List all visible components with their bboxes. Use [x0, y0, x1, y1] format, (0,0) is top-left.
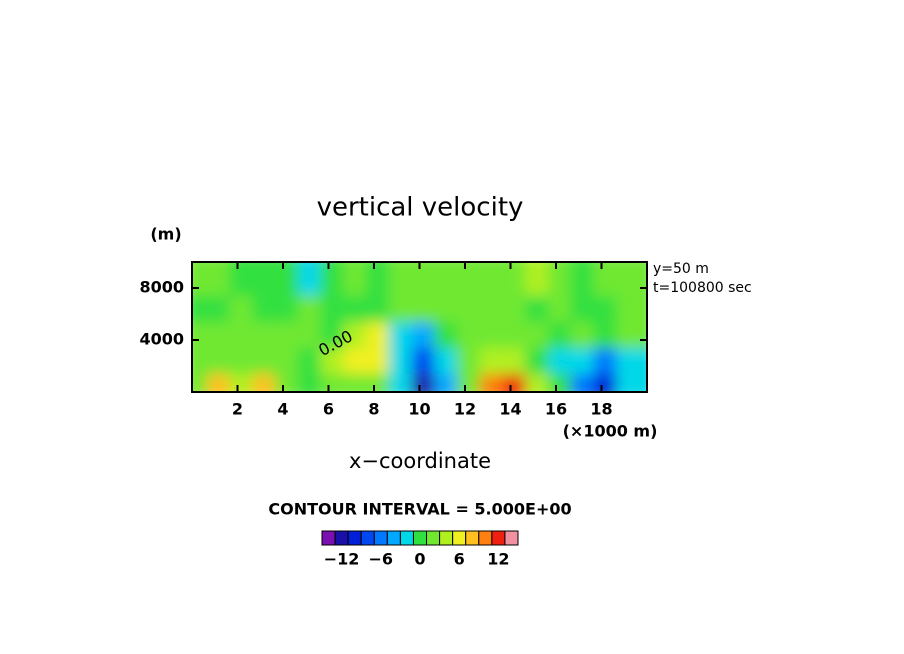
colorbar-box — [465, 530, 480, 546]
info-text: t=100800 sec — [653, 280, 752, 296]
colorbar-box — [373, 530, 388, 546]
colorbar-box — [334, 530, 349, 546]
colorbar-box — [386, 530, 401, 546]
x-tick-label: 16 — [545, 400, 567, 419]
x-tick-label: 4 — [277, 400, 288, 419]
colorbar-box — [347, 530, 362, 546]
colorbar-box — [491, 530, 506, 546]
axes: 2 4 6 8 10 12 14 16 18 4000 8000 −12 −6 0 6 12 — [139, 262, 647, 569]
colorbar-tick-label: 12 — [487, 550, 509, 569]
contour-interval: CONTOUR INTERVAL = 5.000E+00 — [268, 500, 571, 519]
info-text: y=50 m — [653, 261, 709, 277]
colorbar-box — [452, 530, 467, 546]
y-tick-label: 8000 — [139, 278, 184, 297]
colorbar-box — [426, 530, 441, 546]
colorbar-box — [439, 530, 454, 546]
plot-area — [192, 262, 647, 392]
heatmap — [192, 262, 647, 392]
colorbar-box — [321, 530, 336, 546]
x-tick-label: 18 — [590, 400, 612, 419]
colorbar-tick-label: 6 — [454, 550, 465, 569]
colorbar-tick-label: −12 — [324, 550, 360, 569]
colorbar-box — [504, 530, 519, 546]
y-unit: (m) — [150, 225, 181, 244]
colorbar-box — [360, 530, 375, 546]
x-axis-title: x−coordinate — [349, 449, 491, 473]
x-tick-label: 2 — [232, 400, 243, 419]
chart-title: vertical velocity — [317, 193, 524, 223]
x-tick-label: 8 — [368, 400, 379, 419]
colorbar-tick-label: −6 — [369, 550, 394, 569]
colorbar-tick-label: 0 — [414, 550, 425, 569]
colorbar-box — [412, 530, 428, 546]
x-unit: (×1000 m) — [563, 422, 658, 441]
y-tick-label: 4000 — [139, 330, 184, 349]
heatmap-cell — [616, 262, 647, 296]
x-tick-label: 12 — [454, 400, 476, 419]
x-tick-label: 6 — [323, 400, 334, 419]
colorbar-box — [399, 530, 414, 546]
x-tick-label: 10 — [408, 400, 430, 419]
x-tick-label: 14 — [499, 400, 521, 419]
colorbar-box — [478, 530, 493, 546]
